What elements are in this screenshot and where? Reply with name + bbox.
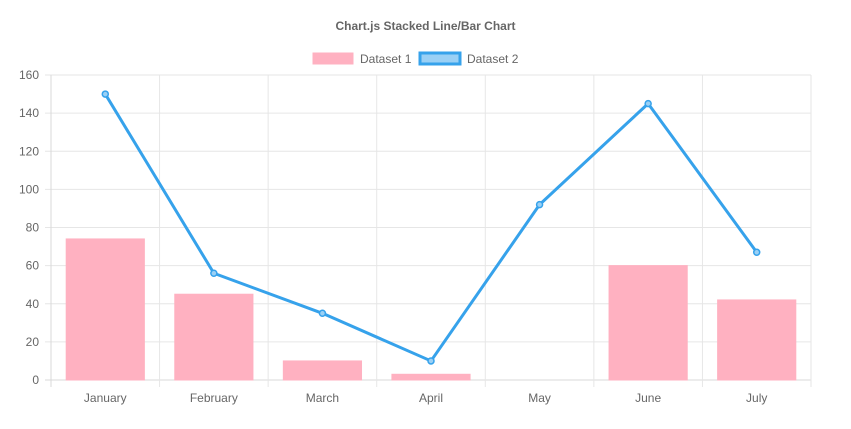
x-tick-label-april: April (419, 391, 443, 405)
legend[interactable]: Dataset 1 Dataset 2 (312, 51, 519, 66)
x-tick-label-may: May (528, 391, 551, 405)
x-tick-label-february: February (190, 391, 238, 405)
point-january (101, 90, 110, 98)
line-series-dataset-2 (101, 90, 761, 365)
y-tick-label-20: 20 (26, 335, 40, 349)
point-june (644, 99, 652, 108)
y-tick-label-40: 40 (26, 297, 40, 311)
x-axis: January February March April May June July (84, 391, 767, 405)
chart-title: Chart.js Stacked Line/Bar Chart (335, 19, 515, 33)
bar-january (65, 238, 145, 381)
legend-swatch-dataset-1[interactable] (312, 52, 354, 65)
legend-item-dataset-2[interactable]: Dataset 2 (418, 51, 519, 66)
bar-june (608, 265, 688, 381)
bar-july (717, 299, 797, 381)
x-tick-label-march: March (306, 391, 339, 405)
bar-february (174, 293, 254, 381)
point-july (752, 248, 761, 257)
point-may (535, 200, 544, 209)
point-march (318, 309, 327, 318)
y-tick-label-140: 140 (19, 106, 39, 120)
y-tick-label-0: 0 (32, 373, 39, 387)
y-axis: 0 20 40 60 80 100 120 140 160 (19, 68, 39, 387)
bar-april (391, 373, 471, 381)
grid (45, 74, 812, 387)
y-tick-label-120: 120 (19, 144, 39, 158)
x-tick-label-july: July (746, 391, 767, 405)
x-tick-label-june: June (635, 391, 661, 405)
bar-march (282, 360, 363, 381)
x-tick-label-january: January (84, 391, 127, 405)
y-tick-label-80: 80 (26, 221, 40, 235)
point-february (210, 269, 218, 277)
legend-label-dataset-2[interactable]: Dataset 2 (467, 52, 519, 66)
legend-label-dataset-1[interactable]: Dataset 1 (360, 52, 412, 66)
point-april (427, 357, 435, 365)
y-tick-label-100: 100 (19, 182, 39, 196)
bar-series-dataset-1 (65, 238, 797, 381)
y-tick-label-160: 160 (19, 68, 39, 82)
legend-swatch-dataset-2[interactable] (418, 51, 462, 66)
y-tick-label-60: 60 (26, 259, 40, 273)
legend-item-dataset-1[interactable]: Dataset 1 (312, 52, 412, 66)
